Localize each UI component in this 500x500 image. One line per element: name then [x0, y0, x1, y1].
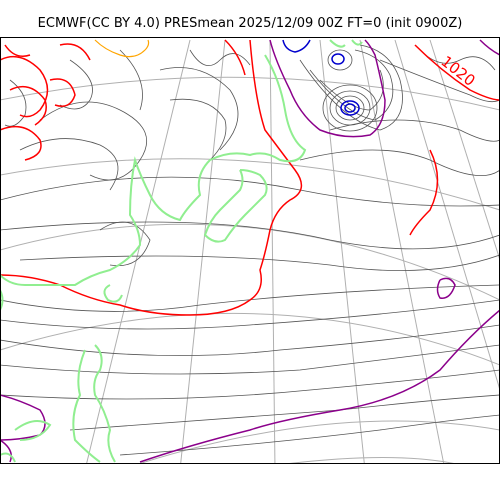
isobars-minor — [1, 44, 499, 456]
coastlines — [1, 39, 363, 463]
isobar-high — [94, 39, 150, 58]
isobars-low — [282, 39, 360, 116]
isobar-1020 — [1, 39, 499, 316]
map-title: ECMWF(CC BY 4.0) PRESmean 2025/12/09 00Z… — [37, 16, 463, 31]
graticule — [1, 39, 499, 463]
isobar-1012 — [1, 39, 499, 463]
map-frame — [0, 37, 500, 464]
